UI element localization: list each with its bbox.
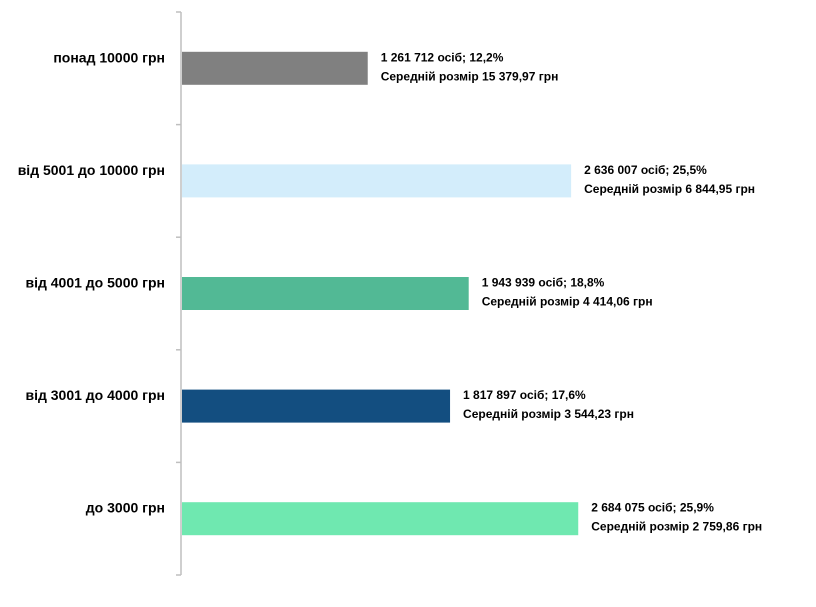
bar xyxy=(182,51,368,85)
category-label: до 3000 грн xyxy=(86,500,165,516)
data-label: Середній розмір 15 379,97 грн xyxy=(381,69,559,83)
category-label: від 3001 до 4000 грн xyxy=(25,387,165,403)
data-label: 1 817 897 осіб; 17,6% xyxy=(463,388,586,402)
data-label: 1 943 939 осіб; 18,8% xyxy=(482,276,605,290)
bar xyxy=(182,277,469,310)
data-label: 2 684 075 осіб; 25,9% xyxy=(591,501,714,515)
category-label: від 5001 до 10000 грн xyxy=(18,162,165,178)
data-label: 2 636 007 осіб; 25,5% xyxy=(584,163,707,177)
data-label: Середній розмір 3 544,23 грн xyxy=(463,407,634,421)
bar xyxy=(182,164,572,198)
data-label: Середній розмір 2 759,86 грн xyxy=(591,520,762,534)
data-label: Середній розмір 4 414,06 грн xyxy=(482,295,653,309)
category-label: понад 10000 грн xyxy=(53,49,165,65)
category-label: від 4001 до 5000 грн xyxy=(25,275,165,291)
data-label: 1 261 712 осіб; 12,2% xyxy=(381,50,504,64)
bar xyxy=(182,389,451,423)
bar xyxy=(182,502,579,536)
data-label: Середній розмір 6 844,95 грн xyxy=(584,182,755,196)
